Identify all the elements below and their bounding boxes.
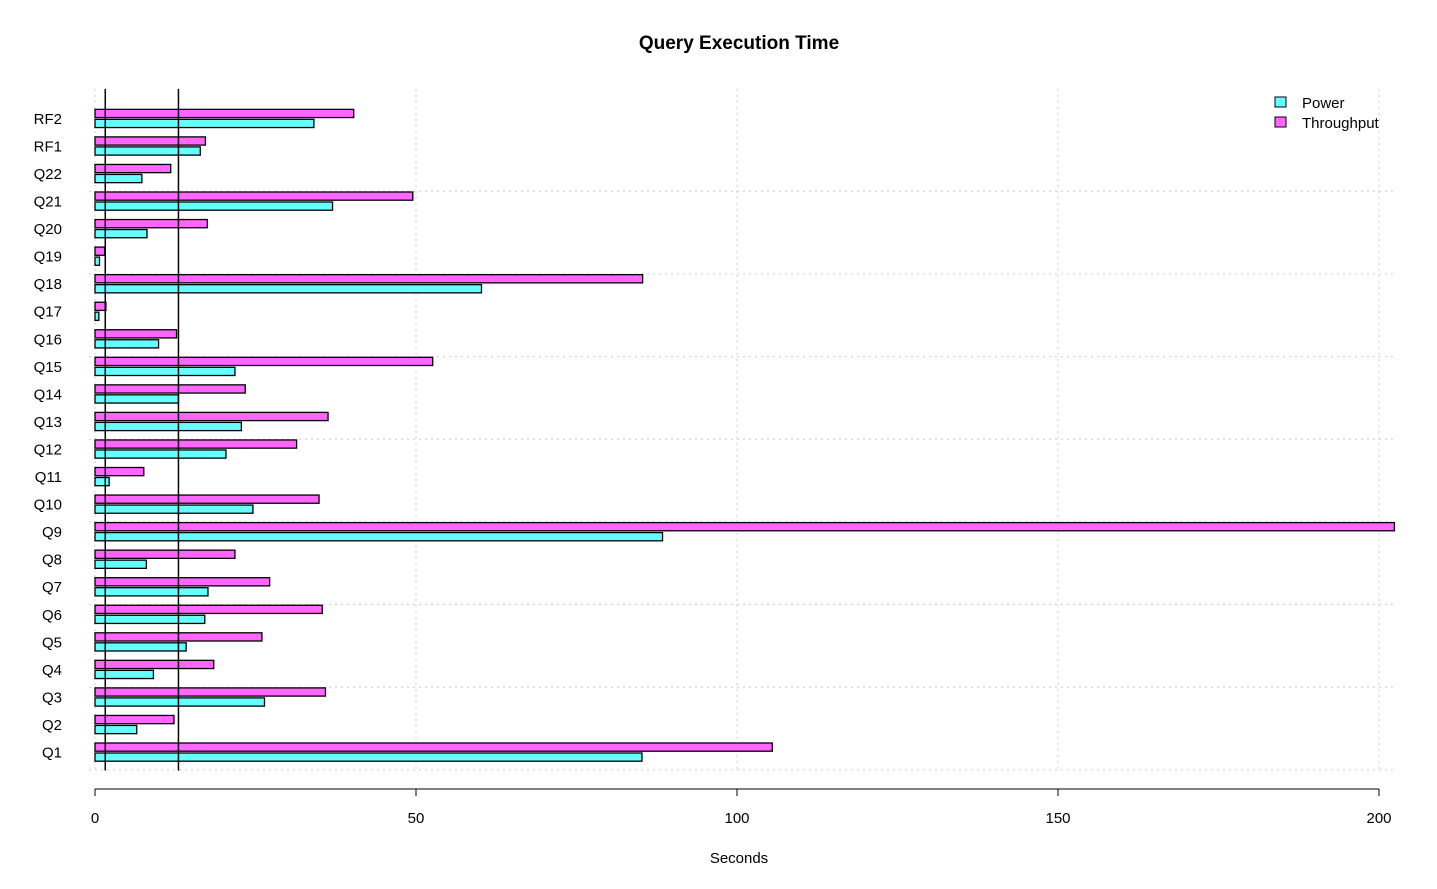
category-label-q4: Q4: [42, 662, 62, 679]
category-label-q10: Q10: [34, 497, 62, 514]
category-label-q20: Q20: [34, 221, 62, 238]
bar-power-q15: [94, 366, 236, 377]
bar-throughput-q16: [94, 329, 178, 339]
x-tick-label-2: 100: [724, 810, 749, 827]
bar-throughput-q10: [94, 494, 320, 504]
category-label-rf2: RF2: [34, 111, 62, 128]
bar-power-q3: [94, 697, 266, 707]
bar-throughput-q9: [94, 521, 1396, 532]
bar-power-q22: [94, 173, 143, 184]
legend-label-power: Power: [1302, 95, 1345, 112]
bar-throughput-q3: [94, 687, 327, 697]
category-label-q22: Q22: [34, 166, 62, 183]
bar-throughput-q2: [94, 714, 175, 725]
bar-throughput-q18: [94, 273, 644, 284]
bar-power-q14: [94, 394, 180, 404]
category-label-q8: Q8: [42, 552, 62, 569]
category-labels: Q1 Q2 Q3 Q4 Q5 Q6 Q7 Q8 Q9 Q10 Q11 Q12 Q13 Q14 Q15 Q16 Q…: [34, 111, 62, 762]
bar-throughput-q15: [94, 356, 434, 367]
category-label-q19: Q19: [34, 249, 62, 266]
bar-throughput-q12: [94, 439, 298, 449]
bar-power-q11: [94, 476, 110, 487]
category-label-q9: Q9: [42, 524, 62, 541]
legend-swatch-throughput: [1274, 116, 1287, 128]
reference-lines: [104, 88, 180, 771]
category-label-rf1: RF1: [34, 138, 62, 155]
bar-power-q20: [94, 228, 148, 239]
x-tick-label-3: 150: [1045, 810, 1070, 827]
x-tick-label-1: 50: [408, 810, 425, 827]
bar-throughput-q8: [94, 549, 236, 560]
bar-throughput-q20: [94, 218, 208, 229]
x-tick-label-0: 0: [91, 810, 99, 827]
bar-power-q5: [94, 642, 187, 652]
category-label-q2: Q2: [42, 717, 62, 734]
bar-power-q19: [94, 256, 101, 266]
bar-power-q8: [94, 559, 148, 570]
bar-power-q21: [94, 201, 334, 211]
category-label-q18: Q18: [34, 276, 62, 293]
bar-throughput-rf2: [94, 108, 355, 119]
bar-throughput-q17: [94, 301, 107, 312]
bars-layer: [94, 108, 1396, 762]
x-axis: 0 50 100 150 200: [91, 788, 1392, 827]
category-label-q21: Q21: [34, 194, 62, 211]
category-label-q12: Q12: [34, 441, 62, 458]
category-label-q17: Q17: [34, 304, 62, 321]
category-label-q6: Q6: [42, 607, 62, 624]
legend-label-throughput: Throughput: [1302, 115, 1380, 132]
bar-power-rf1: [94, 146, 201, 156]
category-label-q14: Q14: [34, 386, 62, 403]
category-label-q3: Q3: [42, 689, 62, 706]
bar-throughput-q19: [94, 246, 106, 256]
bar-power-q12: [94, 449, 227, 459]
bar-throughput-q21: [94, 191, 414, 201]
bar-power-q18: [94, 283, 483, 294]
category-label-q1: Q1: [42, 745, 62, 762]
category-label-q13: Q13: [34, 414, 62, 431]
bar-throughput-q6: [94, 604, 323, 615]
category-label-q5: Q5: [42, 634, 62, 651]
bar-power-q4: [94, 669, 155, 680]
bar-throughput-q4: [94, 659, 215, 670]
bar-power-q2: [94, 724, 138, 735]
bar-power-q6: [94, 614, 206, 625]
bar-power-q10: [94, 504, 254, 514]
x-axis-label: Seconds: [710, 850, 768, 867]
x-tick-label-4: 200: [1366, 810, 1391, 827]
legend: Power Throughput: [1274, 95, 1380, 132]
bar-throughput-q7: [94, 577, 271, 587]
category-label-q16: Q16: [34, 331, 62, 348]
category-label-q11: Q11: [35, 469, 62, 486]
bar-throughput-rf1: [94, 136, 207, 146]
bar-power-q9: [94, 531, 664, 542]
category-label-q15: Q15: [34, 359, 62, 376]
category-label-q7: Q7: [42, 579, 62, 596]
bar-power-q16: [94, 339, 160, 349]
bar-power-q17: [94, 311, 100, 322]
bar-power-q13: [94, 421, 243, 432]
grid-layer: [89, 88, 1397, 771]
legend-swatch-power: [1274, 96, 1287, 108]
bar-throughput-q1: [94, 742, 773, 752]
bar-throughput-q14: [94, 384, 246, 394]
bar-power-q7: [94, 587, 209, 597]
bar-throughput-q22: [94, 163, 172, 174]
bar-throughput-q11: [94, 466, 145, 477]
bar-power-q1: [94, 752, 643, 762]
chart-title: Query Execution Time: [639, 33, 839, 54]
bar-throughput-q13: [94, 411, 329, 422]
bar-power-rf2: [94, 118, 315, 129]
